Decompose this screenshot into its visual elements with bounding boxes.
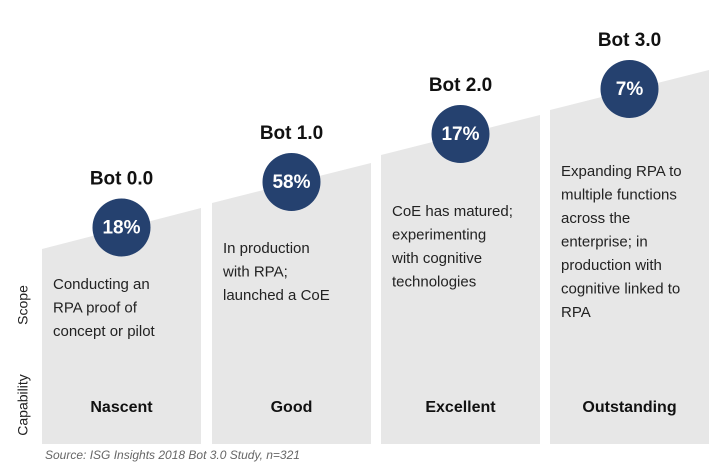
stage-badge (262, 153, 321, 211)
stage-description: CoE has matured; (392, 203, 513, 220)
stage-percent: 58% (272, 172, 310, 193)
stage-description: RPA (561, 304, 591, 321)
stage-description: Expanding RPA to (561, 163, 682, 180)
stage-capability: Good (271, 399, 313, 416)
stage-badge (92, 198, 151, 257)
stage-percent: 7% (616, 79, 644, 100)
stage-description: concept or pilot (53, 323, 156, 340)
stage-description: with RPA; (222, 263, 288, 280)
stage-column (550, 70, 709, 444)
stage-description: launched a CoE (223, 287, 330, 304)
stage-description: across the (561, 210, 630, 227)
stage-percent: 18% (102, 218, 140, 239)
stage-capability: Excellent (425, 399, 496, 416)
stage-description: RPA proof of (53, 299, 138, 316)
stage-capability: Outstanding (582, 399, 676, 416)
stage-title: Bot 1.0 (260, 123, 323, 144)
stage-column (381, 115, 540, 444)
stage-description: with cognitive (391, 250, 482, 267)
stage-badge (431, 105, 490, 163)
capability-label: Capability (15, 374, 31, 435)
stage-title: Bot 2.0 (429, 75, 492, 96)
stage-description: production with (561, 257, 662, 274)
stage-description: technologies (392, 273, 476, 290)
stage-badge (600, 60, 659, 118)
source: Source: ISG Insights 2018 Bot 3.0 Study,… (45, 448, 300, 462)
stage-percent: 17% (441, 124, 479, 145)
stage-column (212, 163, 371, 444)
stage-description: cognitive linked to (561, 280, 680, 297)
scope-label: Scope (15, 285, 31, 325)
stage-description: Conducting an (53, 276, 150, 293)
stage-description: In production (223, 240, 310, 257)
stage-capability: Nascent (90, 399, 153, 416)
stage-column (42, 208, 201, 444)
stage-title: Bot 3.0 (598, 30, 661, 51)
stage-description: experimenting (392, 226, 486, 243)
stage-title: Bot 0.0 (90, 169, 153, 190)
stage-description: multiple functions (561, 186, 677, 203)
stage-description: enterprise; in (561, 233, 648, 250)
